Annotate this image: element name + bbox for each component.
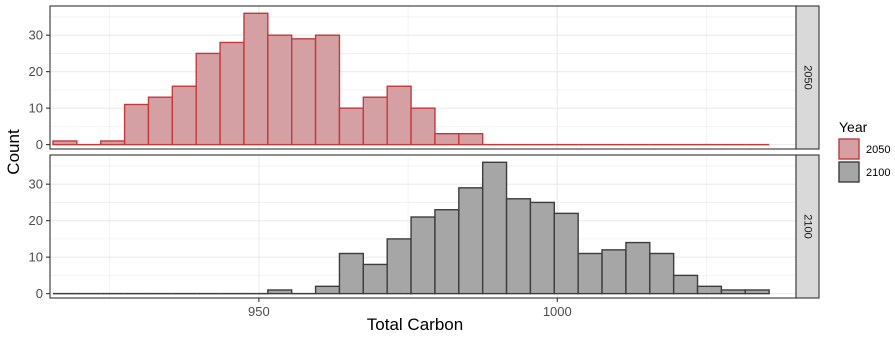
histogram-bar [625,241,651,295]
facet-strip-background [795,154,820,299]
histogram-bar [481,161,508,295]
legend-title: Year [839,119,868,135]
y-axis-title: Count [4,129,23,175]
histogram-bar [410,107,436,146]
legend-item-2100: 2100 [838,161,890,183]
y-tick-label: 10 [29,101,43,116]
legend-items: 2050 2100 [838,138,890,183]
histogram-bar [553,212,579,295]
histogram-bar [458,187,484,295]
facet-strip-2050: 2050 [795,5,820,150]
histogram-bar [744,289,770,295]
histogram-bar [601,249,627,295]
histogram-bar [267,289,293,295]
y-tick-label: 30 [29,177,43,192]
histogram-bar [649,252,675,295]
histogram-bar [386,85,412,146]
legend: Year 2050 2100 [838,119,890,183]
axes: 0 10 20 30 0 10 20 30 950 1000 [29,28,572,319]
histogram-bar [529,201,555,295]
histogram-bar [147,96,174,146]
histogram-bar [243,12,269,146]
histogram-bar [219,41,245,146]
facet-panels: 2050 2100 [49,5,820,299]
facet-panel-2050: 2050 [49,5,820,150]
histogram-bar [362,96,388,146]
histogram-bar [720,289,746,295]
y-tick-label: 10 [29,250,43,265]
legend-key [838,161,860,183]
facet-strip-label: 2050 [802,65,814,89]
facet-strip-2100: 2100 [795,154,820,299]
histogram-bar [577,252,603,295]
histogram-bar [434,209,460,295]
x-axis-title: Total Carbon [367,315,463,334]
legend-item-2050: 2050 [838,138,890,160]
histogram-bar [100,140,126,146]
histogram-bar [362,263,388,295]
y-tick-label: 20 [29,64,43,79]
histogram-bar [123,103,150,146]
histogram-bar [267,34,293,146]
histogram-bar [52,140,78,146]
histogram-bar [338,252,365,295]
histogram-bar [434,132,460,146]
histogram-bar [171,85,197,146]
x-tick-label: 1000 [543,304,572,319]
histogram-bar [410,216,436,295]
y-tick-label: 30 [29,28,43,43]
y-tick-label: 0 [36,137,43,152]
x-tick-label: 950 [248,304,270,319]
facet-strip-background [795,5,820,150]
legend-label: 2100 [866,167,890,179]
legend-key [838,138,860,160]
legend-label: 2050 [866,144,890,156]
histogram-bar [696,285,723,295]
histogram-bar [314,34,341,146]
facet-strip-label: 2100 [802,214,814,238]
histogram-bar [458,132,484,146]
histogram-bar [505,198,532,295]
y-tick-label: 0 [36,286,43,301]
facet-panel-2100: 2100 [49,154,820,299]
histogram-bar [314,285,341,295]
histogram-bar [195,52,221,146]
histogram-bar [386,238,412,295]
histogram-bar [338,107,365,146]
y-tick-label: 20 [29,213,43,228]
histogram-bar [672,274,699,295]
histogram-bar [291,38,317,146]
